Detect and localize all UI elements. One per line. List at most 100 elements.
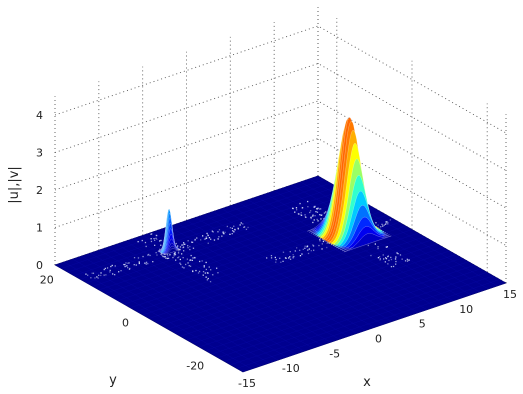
noise-speck	[377, 247, 379, 250]
mesh-line	[256, 196, 445, 304]
noise-speck	[194, 239, 196, 241]
noise-speck	[299, 249, 301, 251]
noise-speck	[144, 241, 147, 244]
noise-speck	[109, 269, 111, 272]
noise-speck	[179, 249, 181, 251]
z-gridline	[54, 100, 507, 209]
mesh-line	[203, 214, 393, 322]
noise-speck	[397, 253, 399, 255]
mesh-line	[63, 261, 252, 370]
z-tick-label: 1	[36, 222, 43, 235]
noise-speck	[386, 221, 388, 223]
noise-speck	[174, 252, 176, 254]
noise-speck	[150, 240, 153, 243]
noise-speck	[309, 211, 311, 214]
noise-speck	[191, 241, 194, 243]
noise-speck	[201, 260, 203, 262]
noise-speck	[316, 208, 318, 210]
noise-speck	[207, 272, 209, 274]
noise-speck	[387, 255, 389, 257]
noise-speck	[385, 221, 387, 223]
noise-speck	[307, 249, 309, 251]
noise-speck	[195, 269, 197, 272]
noise-speck	[294, 250, 296, 252]
noise-speck	[247, 226, 249, 229]
noise-speck	[147, 263, 149, 265]
noise-speck	[270, 257, 273, 259]
noise-speck	[301, 253, 303, 255]
noise-speck	[317, 220, 319, 222]
tick-labels: 0 1 2 3 4 -15 -10 -5 0 5 10 15 -20 0 20	[36, 109, 517, 390]
noise-speck	[242, 223, 244, 225]
x-tick-label: -5	[329, 347, 340, 360]
noise-speck	[222, 231, 224, 233]
z-gridline	[54, 63, 507, 171]
noise-speck	[304, 245, 306, 247]
noise-speck	[289, 256, 291, 258]
noise-speck	[189, 248, 191, 251]
noise-speck	[159, 240, 161, 242]
mesh-line	[54, 264, 244, 373]
noise-speck	[124, 265, 126, 268]
noise-speck	[296, 209, 298, 211]
noise-speck	[114, 274, 116, 276]
noise-speck	[218, 229, 221, 231]
surface-mesh	[54, 175, 507, 373]
noise-speck	[280, 261, 282, 263]
noise-speck	[221, 235, 223, 237]
noise-speck	[237, 228, 239, 230]
noise-speck	[149, 254, 151, 257]
noise-speck	[370, 254, 372, 257]
noise-speck	[211, 230, 213, 232]
noise-speck	[383, 224, 385, 226]
z-tick-label: 0	[36, 259, 43, 272]
noise-speck	[316, 211, 319, 213]
noise-speck	[187, 245, 189, 247]
noise-speck	[319, 208, 321, 210]
mesh-line	[160, 229, 349, 337]
noise-speck	[189, 259, 191, 261]
noise-speck	[104, 267, 106, 270]
mesh-line	[247, 199, 436, 307]
noise-speck	[98, 274, 100, 276]
noise-speck	[385, 223, 387, 225]
noise-speck	[207, 242, 209, 244]
noise-speck	[189, 245, 191, 248]
noise-speck	[239, 224, 241, 226]
mesh-line	[116, 244, 305, 352]
noise-speck	[301, 207, 303, 209]
noise-speck	[204, 272, 206, 274]
noise-speck	[212, 274, 214, 276]
x-tick-label: 5	[419, 318, 426, 331]
noise-speck	[153, 238, 155, 240]
noise-speck	[292, 254, 294, 256]
noise-speck	[317, 207, 319, 209]
noise-speck	[128, 262, 130, 264]
noise-speck	[206, 232, 208, 235]
noise-speck	[154, 244, 156, 246]
noise-speck	[160, 244, 162, 246]
noise-speck	[208, 266, 210, 268]
noise-speck	[395, 256, 397, 258]
noise-speck	[326, 246, 328, 249]
noise-speck	[288, 257, 290, 259]
noise-speck	[289, 258, 292, 260]
noise-speck	[154, 239, 156, 241]
peak-strip	[343, 233, 392, 253]
grid-lines	[54, 7, 507, 284]
noise-speck	[105, 274, 107, 276]
noise-speck	[392, 265, 395, 268]
noise-speck	[310, 217, 312, 220]
noise-speck	[292, 257, 294, 259]
noise-speck	[92, 272, 95, 274]
noise-speck	[187, 247, 189, 249]
noise-speck	[147, 254, 149, 256]
mesh-line	[125, 241, 314, 349]
noise-speck	[328, 242, 330, 244]
noise-speck	[155, 237, 157, 239]
noise-speck	[297, 213, 299, 215]
noise-speck	[213, 239, 216, 241]
noise-speck	[109, 271, 111, 273]
noise-speck	[312, 245, 315, 247]
noise-speck	[234, 228, 236, 231]
